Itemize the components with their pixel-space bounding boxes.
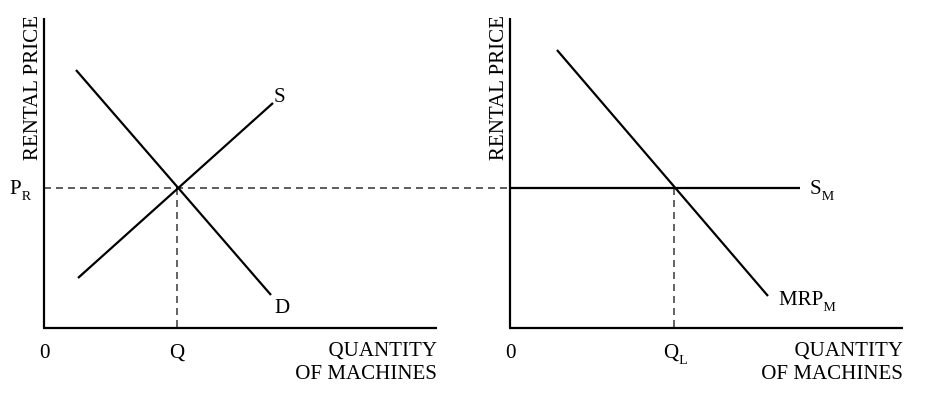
demand-curve: [75, 69, 272, 296]
right-x-axis-label-line2: OF MACHINES: [761, 360, 903, 384]
left-x-axis-label-line1: QUANTITY: [329, 337, 437, 361]
right-y-axis-label: RENTAL PRICE: [484, 16, 508, 161]
left-origin-label: 0: [40, 339, 51, 363]
supply-label: S: [274, 83, 286, 107]
left-panel: RENTAL PRICE S D PR 0 Q QUANTITY OF MACH…: [10, 16, 437, 384]
mrp-curve: [556, 49, 769, 297]
machine-supply-label: SM: [810, 175, 835, 204]
left-x-axis-label-line2: OF MACHINES: [295, 360, 437, 384]
demand-label: D: [275, 294, 290, 318]
price-label: PR: [10, 175, 32, 204]
right-x-axis-label-line1: QUANTITY: [795, 337, 903, 361]
machine-quantity-label: QL: [664, 339, 688, 368]
supply-curve: [77, 102, 274, 279]
right-origin-label: 0: [506, 339, 517, 363]
left-y-axis-label: RENTAL PRICE: [18, 16, 42, 161]
right-panel: RENTAL PRICE SM MRPM 0 QL QUANTITY OF MA…: [484, 16, 903, 384]
equilibrium-quantity-label: Q: [170, 339, 185, 363]
mrp-label: MRPM: [779, 286, 836, 315]
